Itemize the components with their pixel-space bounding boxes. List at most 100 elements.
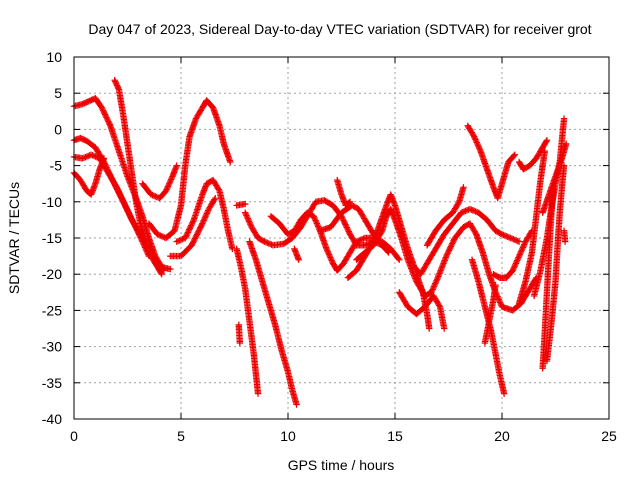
- data-point: [261, 238, 268, 245]
- data-point: [173, 162, 180, 169]
- data-point: [468, 206, 475, 213]
- data-point: [326, 252, 333, 260]
- data-point: [166, 179, 174, 186]
- data-point: [131, 221, 138, 229]
- data-point: [189, 218, 197, 225]
- data-point: [127, 213, 134, 220]
- data-point: [130, 220, 138, 227]
- data-point: [496, 299, 504, 306]
- data-point: [378, 242, 386, 249]
- data-point: [519, 245, 526, 253]
- data-point: [90, 152, 98, 160]
- data-point: [245, 216, 252, 224]
- data-point: [242, 200, 249, 208]
- data-point: [428, 287, 436, 295]
- data-point: [470, 207, 478, 215]
- data-point: [100, 155, 108, 162]
- data-point: [444, 250, 451, 257]
- data-point: [262, 239, 270, 246]
- data-point: [101, 111, 109, 118]
- data-point: [435, 302, 443, 309]
- data-point: [166, 180, 173, 187]
- data-point: [340, 217, 347, 224]
- data-point: [152, 193, 159, 200]
- data-point: [328, 257, 335, 264]
- data-point: [432, 280, 439, 287]
- data-point: [115, 85, 122, 92]
- data-point: [363, 241, 370, 248]
- data-point: [83, 153, 91, 160]
- data-point: [132, 224, 140, 231]
- data-point: [128, 216, 136, 223]
- data-point: [254, 390, 262, 397]
- data-point: [204, 208, 211, 216]
- data-point: [102, 112, 109, 120]
- data-point: [469, 207, 476, 214]
- data-point: [117, 192, 124, 199]
- data-point: [227, 158, 234, 166]
- data-point: [470, 133, 478, 140]
- data-point: [474, 140, 481, 148]
- y-tick-label: -30: [42, 339, 62, 355]
- data-point: [472, 208, 479, 215]
- data-point: [199, 218, 207, 226]
- data-point: [455, 199, 462, 207]
- data-point: [498, 231, 506, 238]
- series-track9: [167, 194, 219, 260]
- data-point: [515, 252, 523, 260]
- data-point: [517, 248, 525, 255]
- data-point: [428, 289, 435, 296]
- data-point: [509, 267, 516, 274]
- data-point: [429, 286, 436, 293]
- data-point: [474, 142, 482, 149]
- data-point: [116, 191, 124, 198]
- data-point: [120, 199, 128, 206]
- data-point: [116, 189, 123, 197]
- data-point: [265, 240, 272, 247]
- y-axis-label: SDTVAR / TECUs: [6, 182, 22, 294]
- series-track32: [543, 162, 568, 365]
- series-track6: [139, 162, 180, 202]
- data-point: [473, 139, 480, 146]
- data-point: [202, 213, 209, 220]
- data-point: [201, 215, 208, 223]
- data-point: [80, 154, 88, 161]
- series-track16: [291, 245, 302, 263]
- series-track4: [70, 155, 108, 198]
- data-point: [128, 214, 135, 222]
- data-point: [563, 140, 570, 148]
- data-point: [361, 242, 369, 249]
- data-point: [431, 281, 438, 289]
- data-point: [513, 237, 520, 244]
- y-tick-label: 10: [46, 49, 62, 65]
- data-point: [476, 146, 484, 153]
- data-point: [324, 248, 332, 255]
- data-point: [200, 217, 207, 224]
- data-point: [500, 231, 507, 239]
- data-point: [93, 153, 101, 161]
- series-track31: [539, 184, 557, 372]
- data-point: [126, 210, 133, 217]
- data-point: [186, 225, 194, 232]
- data-point: [560, 115, 568, 122]
- data-point: [311, 215, 319, 223]
- data-point: [517, 250, 524, 257]
- data-point: [520, 242, 527, 250]
- data-point: [325, 251, 333, 258]
- data-point: [325, 250, 332, 257]
- data-point: [341, 220, 348, 227]
- data-point: [515, 254, 522, 261]
- series-track7: [145, 97, 234, 242]
- data-point: [561, 238, 569, 245]
- data-point: [118, 195, 126, 202]
- data-point: [114, 185, 121, 192]
- data-point: [327, 254, 334, 261]
- data-point: [513, 258, 520, 266]
- y-tick-label: 0: [54, 121, 62, 137]
- series-track14: [242, 197, 392, 256]
- data-point: [203, 211, 210, 219]
- series-track20: [353, 205, 540, 314]
- data-point: [165, 181, 172, 189]
- data-point: [186, 226, 193, 233]
- data-point: [119, 196, 126, 204]
